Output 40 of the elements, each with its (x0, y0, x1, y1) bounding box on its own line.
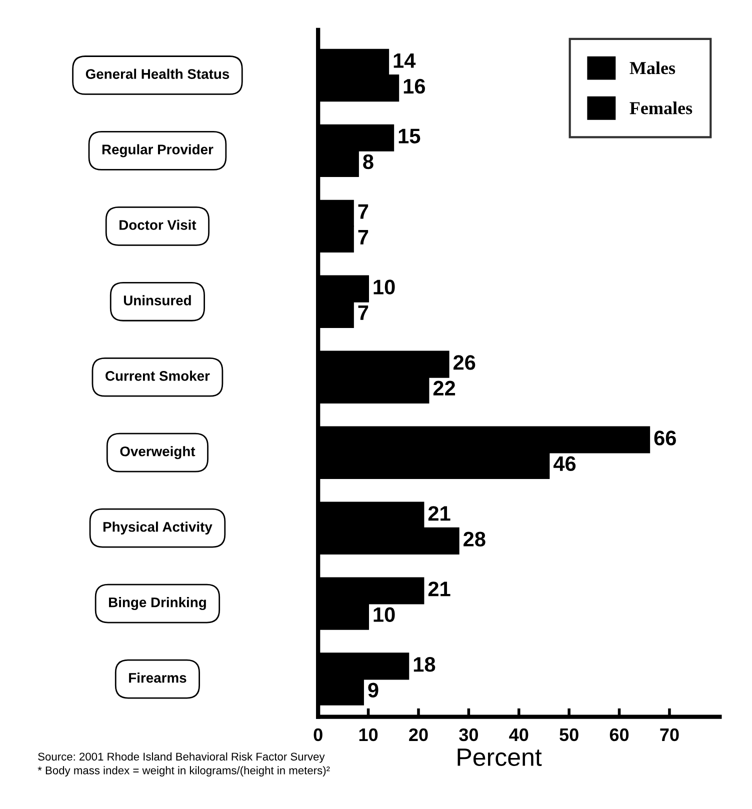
data-label: 8 (363, 154, 374, 170)
y-tick-label: Regular Provider (102, 144, 214, 158)
x-tick-label: 30 (459, 728, 478, 742)
x-tick-label: 40 (509, 728, 528, 742)
source-note: Source: 2001 Rhode Island Behavioral Risk Factor Survey (38, 752, 325, 763)
x-tick-label: 20 (409, 728, 428, 742)
x-tick-label: 50 (560, 728, 578, 742)
y-tick-label: General Health Status (86, 68, 230, 79)
data-label: 16 (404, 78, 425, 94)
x-tick-label: 60 (610, 728, 629, 742)
x-tick-label: 70 (660, 728, 679, 742)
data-label: 15 (398, 128, 420, 144)
legend-label: Males (630, 61, 676, 74)
data-label: 10 (374, 280, 395, 294)
data-label: 7 (358, 230, 368, 244)
data-label: 18 (414, 657, 436, 672)
y-tick-label: Binge Drinking (109, 597, 206, 610)
y-tick-label: Firearms (129, 672, 186, 683)
data-label: 28 (464, 532, 486, 547)
data-label: 7 (358, 204, 368, 219)
x-axis-title: Percent (458, 748, 542, 766)
y-tick-label: Physical Activity (103, 522, 212, 535)
data-label: 9 (368, 682, 378, 698)
x-tick-label: 10 (359, 728, 378, 742)
legend-label: Females (630, 102, 692, 114)
y-tick-label: Uninsured (124, 295, 191, 306)
data-label: 14 (394, 53, 416, 68)
data-label: 26 (453, 355, 476, 370)
x-tick-label: 0 (314, 728, 322, 742)
data-label: 21 (428, 582, 450, 596)
y-tick-label: Doctor Visit (120, 220, 196, 230)
data-label: 66 (654, 430, 676, 446)
data-label: 7 (358, 306, 368, 320)
text: * Body mass index = weight in kilograms/(height in meters)² (38, 766, 330, 777)
data-label: 10 (374, 607, 395, 622)
data-label: 22 (433, 380, 456, 396)
y-tick-label: Current Smoker (106, 370, 210, 381)
data-label: 46 (553, 456, 576, 472)
data-label: 21 (428, 506, 450, 521)
y-tick-label: Overweight (120, 446, 196, 460)
